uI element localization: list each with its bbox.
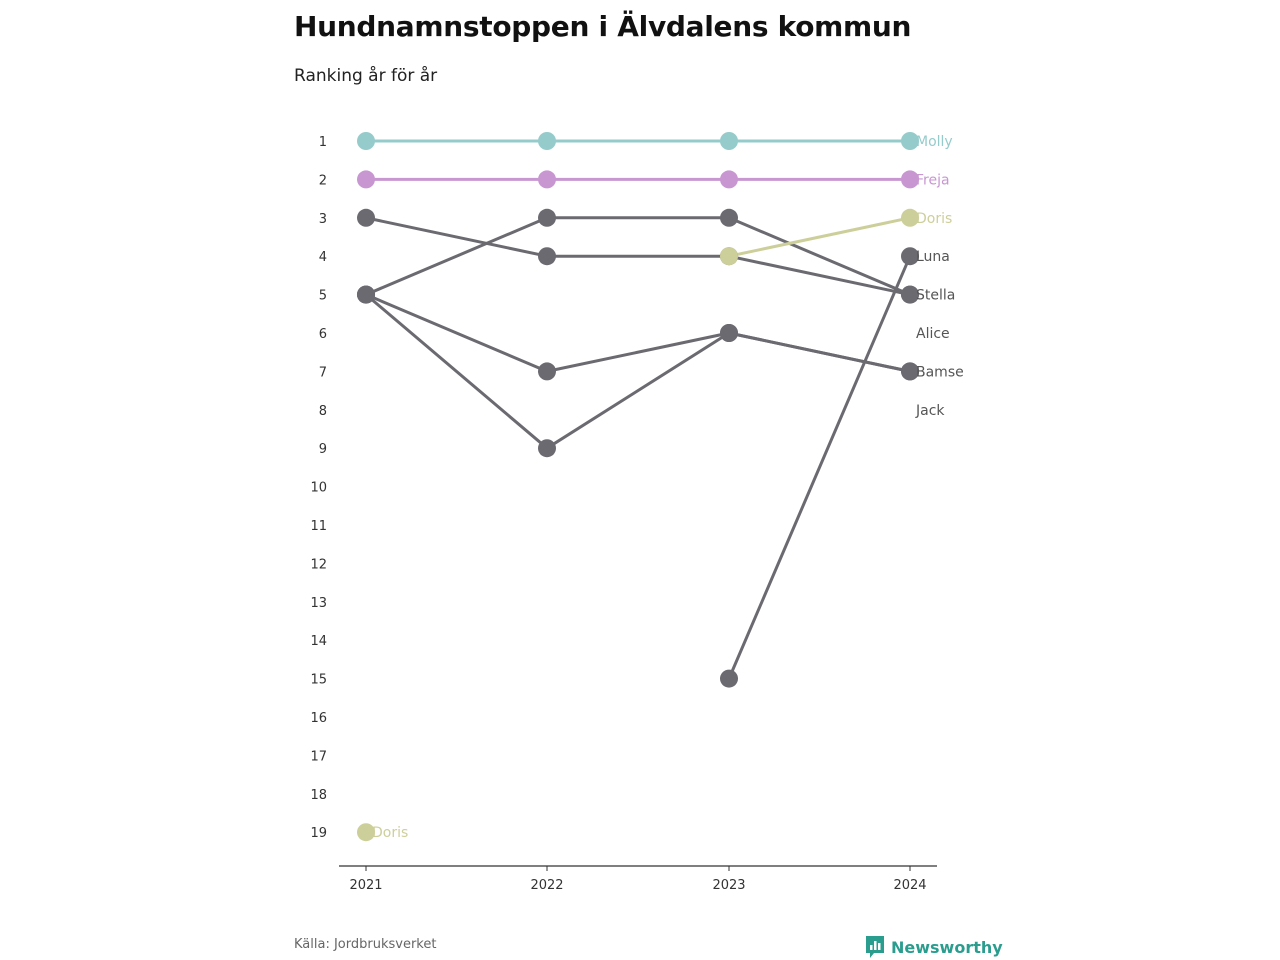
data-point-molly [357, 132, 375, 150]
end-label-molly: Molly [916, 134, 953, 150]
end-label-alice: Alice [916, 326, 950, 342]
data-point-bamse [538, 362, 556, 381]
chart-title: Hundnamnstoppen i Älvdalens kommun [294, 10, 912, 43]
series-line-jack [545, 331, 731, 450]
data-point-freja [357, 170, 375, 189]
data-point-molly [538, 132, 556, 150]
data-point-freja [720, 170, 738, 189]
chart-subtitle: Ranking år för år [294, 66, 438, 86]
y-tick-label: 9 [319, 442, 327, 457]
series-lines [364, 139, 912, 681]
y-tick-label: 16 [310, 711, 327, 726]
end-label-luna: Luna [916, 249, 950, 265]
data-point-jack [538, 439, 556, 458]
y-tick-label: 11 [310, 519, 327, 534]
series-line-doris [727, 216, 912, 258]
y-tick-label: 18 [310, 788, 327, 803]
data-point-alice [720, 208, 738, 227]
series-line-stella [364, 216, 549, 258]
data-point-jack [357, 285, 375, 304]
data-point-stella [538, 247, 556, 266]
data-point-jack [901, 362, 919, 381]
y-tick-label: 12 [310, 557, 327, 572]
y-tick-label: 7 [319, 365, 327, 380]
brand-name: Newsworthy [891, 937, 1003, 957]
data-point-molly [720, 132, 738, 150]
x-tick-label: 2021 [349, 878, 382, 893]
x-tick-label: 2024 [893, 878, 926, 893]
series-line-bamse [545, 331, 731, 373]
newsworthy-logo-icon [866, 936, 884, 958]
data-point-luna [901, 247, 919, 266]
end-label-freja: Freja [916, 172, 950, 188]
data-point-stella [357, 208, 375, 227]
y-tick-label: 4 [319, 250, 327, 265]
y-tick-label: 2 [319, 173, 327, 188]
data-point-luna [720, 669, 738, 688]
data-point-molly [901, 132, 919, 150]
y-tick-label: 15 [310, 673, 327, 688]
series-line-stella [727, 254, 912, 297]
data-point-jack [720, 324, 738, 342]
x-tick-label: 2023 [712, 878, 745, 893]
y-tick-label: 5 [319, 289, 327, 304]
series-line-alice [364, 216, 549, 297]
data-point-doris [901, 208, 919, 227]
data-point-alice [901, 285, 919, 304]
y-tick-label: 6 [319, 327, 327, 342]
series-line-bamse [364, 293, 549, 373]
end-label-stella: Stella [916, 288, 955, 304]
data-point-alice [538, 208, 556, 227]
end-label-bamse: Bamse [916, 364, 964, 380]
end-label-jack: Jack [915, 403, 945, 419]
data-point-freja [901, 170, 919, 189]
data-point-doris [720, 247, 738, 266]
data-point-doris [357, 823, 375, 842]
y-tick-label: 1 [319, 135, 327, 150]
source-note: Källa: Jordbruksverket [294, 937, 437, 952]
series-line-alice [727, 216, 912, 297]
y-tick-label: 13 [310, 596, 327, 611]
end-label-doris: Doris [916, 211, 952, 227]
y-tick-label: 8 [319, 404, 327, 419]
brand-logo: Newsworthy [865, 935, 1003, 959]
x-tick-label: 2022 [530, 878, 563, 893]
series-line-jack [364, 293, 549, 450]
data-point-freja [538, 170, 556, 189]
y-tick-label: 3 [319, 212, 327, 227]
y-tick-label: 17 [310, 749, 327, 764]
y-tick-label: 19 [310, 826, 327, 841]
series-line-jack [727, 331, 912, 373]
y-tick-label: 10 [310, 481, 327, 496]
start-label-doris: Doris [372, 825, 408, 841]
series-points [357, 132, 919, 842]
y-tick-label: 14 [310, 634, 327, 649]
series-line-luna [727, 254, 912, 681]
